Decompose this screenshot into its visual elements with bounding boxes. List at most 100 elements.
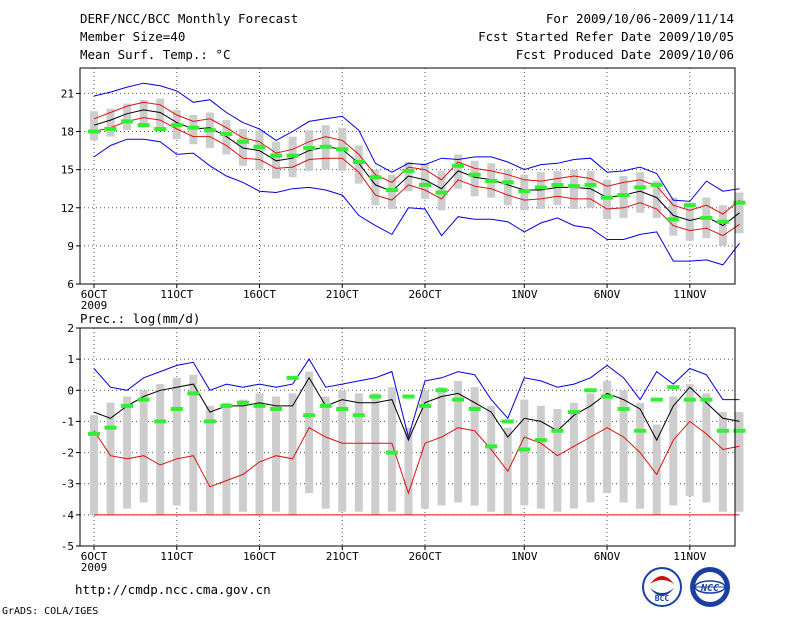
ensemble-box	[685, 202, 694, 241]
median-marker	[253, 403, 266, 408]
ensemble-box	[404, 162, 413, 192]
ensemble-box	[636, 172, 645, 213]
ensemble-box	[553, 170, 562, 206]
ensemble-box	[470, 387, 479, 506]
x-tick-label: 11OCT	[160, 288, 193, 301]
median-marker	[733, 200, 746, 205]
ensemble-box	[90, 111, 98, 141]
y-tick-label: 0	[67, 384, 74, 397]
median-marker	[617, 193, 630, 198]
median-marker	[700, 215, 713, 220]
ensemble-box	[520, 399, 529, 506]
median-marker	[336, 147, 349, 152]
ensemble-box	[156, 98, 165, 129]
ensemble-box	[354, 393, 363, 512]
fcst-started-date: Fcst Started Refer Date 2009/10/05	[478, 29, 734, 44]
ensemble-box	[272, 396, 281, 512]
x-tick-label: 16OCT	[243, 288, 276, 301]
y-tick-label: 21	[61, 87, 74, 100]
ensemble-box	[305, 371, 314, 494]
series-line-mean	[93, 376, 740, 442]
median-marker	[501, 419, 514, 424]
ensemble-box	[669, 197, 678, 236]
median-marker	[170, 406, 183, 411]
ensemble-box	[387, 387, 396, 512]
median-marker	[419, 182, 431, 187]
ensemble-box	[437, 387, 446, 506]
ensemble-box	[371, 393, 380, 515]
ensemble-box	[222, 120, 231, 155]
median-marker	[270, 406, 283, 411]
source-url: http://cmdp.ncc.cma.gov.cn	[75, 582, 271, 597]
ensemble-box	[702, 393, 711, 503]
median-marker	[137, 123, 150, 128]
member-size: Member Size=40	[80, 29, 185, 44]
median-marker	[650, 182, 663, 187]
median-marker	[121, 403, 134, 408]
x-tick-label: 1NOV	[511, 550, 538, 563]
median-marker	[683, 397, 696, 402]
y-tick-label: 2	[67, 322, 74, 335]
median-marker	[700, 397, 713, 402]
series-line-mean-minus-sd	[93, 420, 740, 495]
y-tick-label: 12	[61, 202, 74, 215]
x-tick-label: 11OCT	[160, 550, 193, 563]
y-tick-label: -1	[61, 415, 74, 428]
ensemble-box	[421, 390, 429, 509]
median-marker	[485, 444, 498, 449]
ensemble-box	[619, 390, 628, 503]
ensemble-box	[569, 402, 578, 509]
ensemble-box	[603, 380, 612, 494]
median-marker	[634, 428, 647, 433]
ensemble-box	[222, 402, 231, 515]
forecast-period: For 2009/10/06-2009/11/14	[546, 11, 734, 26]
x-tick-label: 21OCT	[326, 288, 359, 301]
series-line-max	[93, 358, 740, 439]
x-tick-label: 26OCT	[408, 550, 441, 563]
ensemble-box	[238, 399, 247, 512]
x-tick-label: 6NOV	[594, 288, 621, 301]
ncc-logo-text: NCC	[700, 583, 719, 594]
median-marker	[385, 187, 398, 192]
median-marker	[88, 431, 100, 436]
median-marker	[369, 175, 382, 180]
median-marker	[534, 185, 547, 190]
plot-frame	[79, 67, 736, 285]
median-marker	[601, 195, 614, 200]
median-marker	[369, 394, 382, 399]
median-marker	[104, 126, 117, 131]
ensemble-box	[354, 145, 363, 184]
median-marker	[435, 388, 448, 393]
ensemble-box	[652, 181, 661, 218]
ensemble-box	[123, 103, 132, 131]
ensemble-box	[586, 170, 595, 208]
median-marker	[253, 144, 266, 149]
year-label: 2009	[81, 561, 108, 574]
series-line-mean-plus-sd	[93, 101, 740, 215]
median-marker	[551, 428, 564, 433]
median-marker	[402, 394, 415, 399]
ensemble-box	[421, 163, 429, 199]
median-marker	[501, 180, 514, 185]
x-tick-label: 16OCT	[243, 550, 276, 563]
median-marker	[236, 139, 249, 144]
median-marker	[336, 406, 349, 411]
precip-panel-title: Prec.: log(mm/d)	[80, 311, 200, 326]
median-marker	[601, 394, 614, 399]
median-marker	[518, 447, 531, 452]
median-marker	[452, 163, 465, 168]
variable-label: Mean Surf. Temp.: °C	[80, 47, 231, 62]
ensemble-box	[669, 396, 678, 506]
y-tick-label: 1	[67, 353, 74, 366]
ncc-logo: NCC	[690, 567, 730, 607]
median-marker	[534, 438, 547, 443]
median-marker	[683, 203, 696, 208]
ensemble-box	[156, 384, 165, 515]
series-line-min	[93, 138, 740, 266]
ensemble-box	[139, 390, 148, 503]
y-tick-label: -4	[61, 509, 75, 522]
x-tick-label: 6OCT	[81, 550, 108, 563]
bcc-logo-text: BCC	[655, 594, 670, 603]
